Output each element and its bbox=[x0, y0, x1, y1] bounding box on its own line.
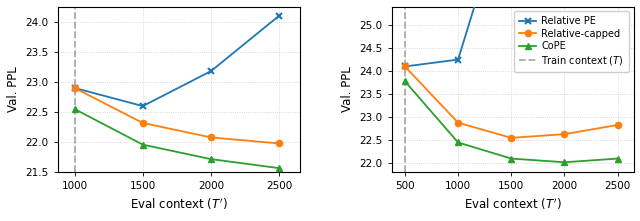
Legend: Relative PE, Relative-capped, CoPE, Train context ($T$): Relative PE, Relative-capped, CoPE, Trai… bbox=[514, 11, 628, 72]
Y-axis label: Val. PPL: Val. PPL bbox=[7, 67, 20, 112]
X-axis label: Eval context ($T'$): Eval context ($T'$) bbox=[464, 197, 561, 212]
Y-axis label: Val. PPL: Val. PPL bbox=[340, 67, 354, 112]
X-axis label: Eval context ($T'$): Eval context ($T'$) bbox=[130, 197, 227, 212]
